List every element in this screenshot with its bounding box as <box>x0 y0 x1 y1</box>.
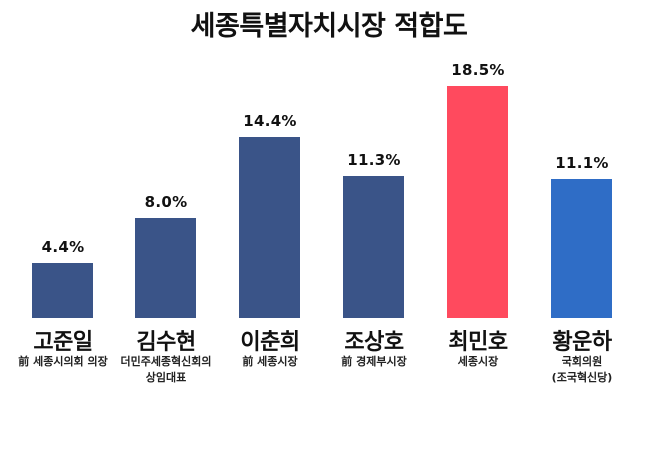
bar-group: 14.4% 이춘희 前 세종시장 <box>218 0 322 449</box>
bar-value-label: 8.0% <box>144 193 188 211</box>
bar-value-label: 11.1% <box>555 154 609 172</box>
candidate-description: 前 세종시장 <box>242 355 298 368</box>
candidate-name: 황운하 <box>552 330 612 355</box>
bar-group: 4.4% 고준일 前 세종시의회 의장 <box>11 0 115 449</box>
bar-group: 8.0% 김수현 더민주세종혁신회의 상임대표 <box>114 0 218 449</box>
candidate-description: 세종시장 <box>457 355 499 368</box>
candidate-name: 고준일 <box>33 330 93 355</box>
candidate-description: 국회의원 (조국혁신당) <box>551 355 613 384</box>
bar <box>32 263 93 318</box>
bar <box>551 179 612 318</box>
candidate-name: 최민호 <box>448 330 508 355</box>
candidate-name: 조상호 <box>344 330 404 355</box>
bar-value-label: 11.3% <box>347 151 401 169</box>
bar-value-label: 4.4% <box>41 238 85 256</box>
bar-value-label: 14.4% <box>243 112 297 130</box>
candidate-description: 前 세종시의회 의장 <box>18 355 108 368</box>
candidate-description: 더민주세종혁신회의 상임대표 <box>120 355 212 384</box>
chart-title: 세종특별자치시장 적합도 <box>190 11 468 42</box>
bar <box>447 86 508 318</box>
bar-value-label: 18.5% <box>451 61 505 79</box>
candidate-name: 이춘희 <box>240 330 300 355</box>
bar <box>343 176 404 318</box>
bar <box>135 218 196 318</box>
bar-group: 11.3% 조상호 前 경제부시장 <box>322 0 426 449</box>
bar <box>239 137 300 318</box>
bar-group: 11.1% 황운하 국회의원 (조국혁신당) <box>530 0 634 449</box>
bar-group: 18.5% 최민호 세종시장 <box>426 0 530 449</box>
candidate-description: 前 경제부시장 <box>341 355 407 368</box>
candidate-name: 김수현 <box>136 330 196 355</box>
